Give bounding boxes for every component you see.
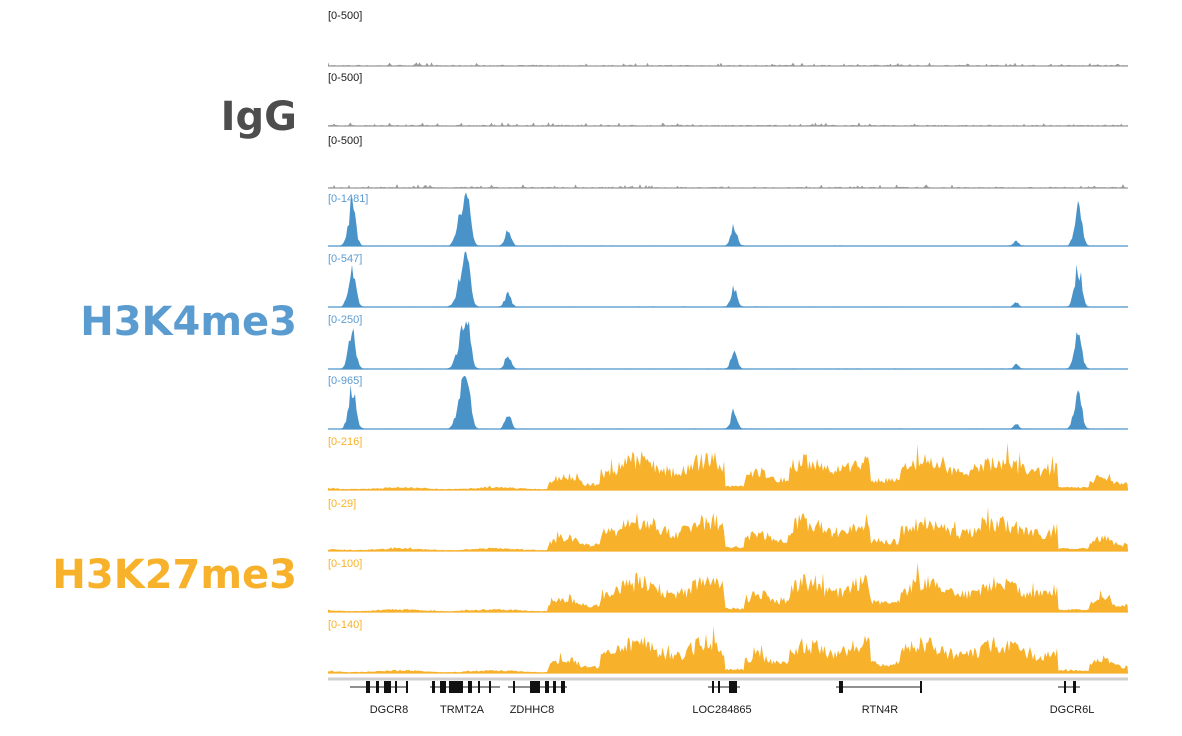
gene-exon-block [718, 681, 720, 693]
track-range-label: [0-216] [328, 436, 363, 448]
gene-exon-block [839, 681, 843, 693]
gene-exon-block [489, 681, 491, 693]
gene-label-dgcr6l: DGCR6L [1049, 704, 1095, 716]
track-range-label: [0-1481] [328, 193, 369, 205]
gene-exon-block [513, 681, 515, 693]
track-range-label: [0-500] [328, 72, 363, 84]
gene-exon-block [432, 681, 435, 693]
track-range-label: [0-29] [328, 498, 357, 510]
h3k27me3-signal-track [328, 562, 1128, 612]
h3k4me3-signal-track [328, 321, 1128, 369]
gene-exon-block [384, 681, 391, 693]
gene-exon-block [545, 681, 549, 693]
h3k27me3-signal-track [328, 626, 1128, 673]
track-range-label: [0-547] [328, 253, 363, 265]
track-range-label: [0-965] [328, 375, 363, 387]
track-range-label: [0-500] [328, 135, 363, 147]
gene-label-rtn4r: RTN4R [861, 704, 899, 716]
gene-exon-block [406, 681, 408, 693]
h3k4me3-signal-track [328, 375, 1128, 429]
gene-label-zdhhc8: ZDHHC8 [509, 704, 555, 716]
gene-exon-block [376, 681, 379, 693]
gene-exon-block [478, 681, 480, 693]
igg-signal-track [328, 184, 1128, 188]
gene-exon-block [920, 681, 922, 693]
group-label-h3k27me3: H3K27me3 [52, 552, 297, 598]
gene-exon-block [712, 681, 714, 693]
gene-exon-block [468, 681, 472, 693]
gene-exon-block [729, 681, 737, 693]
track-range-label: [0-140] [328, 619, 363, 631]
gene-exon-block [449, 681, 463, 693]
gene-label-loc284865: LOC284865 [692, 704, 752, 716]
h3k27me3-signal-track [328, 506, 1128, 551]
igg-signal-track [328, 122, 1128, 126]
track-range-label: [0-250] [328, 314, 363, 326]
gene-exon-block [440, 681, 446, 693]
group-label-igg: IgG [220, 94, 297, 140]
gene-exon-block [553, 681, 556, 693]
gene-exon-block [1073, 681, 1076, 693]
gene-exon-block [366, 681, 370, 693]
gene-label-trmt2a: TRMT2A [440, 704, 484, 716]
h3k4me3-signal-track [328, 251, 1128, 307]
gene-exon-block [395, 681, 397, 693]
gene-label-dgcr8: DGCR8 [369, 704, 409, 716]
gene-exon-block [1064, 681, 1066, 693]
group-label-h3k4me3: H3K4me3 [80, 299, 297, 345]
h3k27me3-signal-track [328, 442, 1128, 490]
gene-exon-block [530, 681, 540, 693]
track-range-label: [0-500] [328, 10, 363, 22]
gene-exon-block [561, 681, 565, 693]
track-range-label: [0-100] [328, 558, 363, 570]
h3k4me3-signal-track [328, 192, 1128, 246]
